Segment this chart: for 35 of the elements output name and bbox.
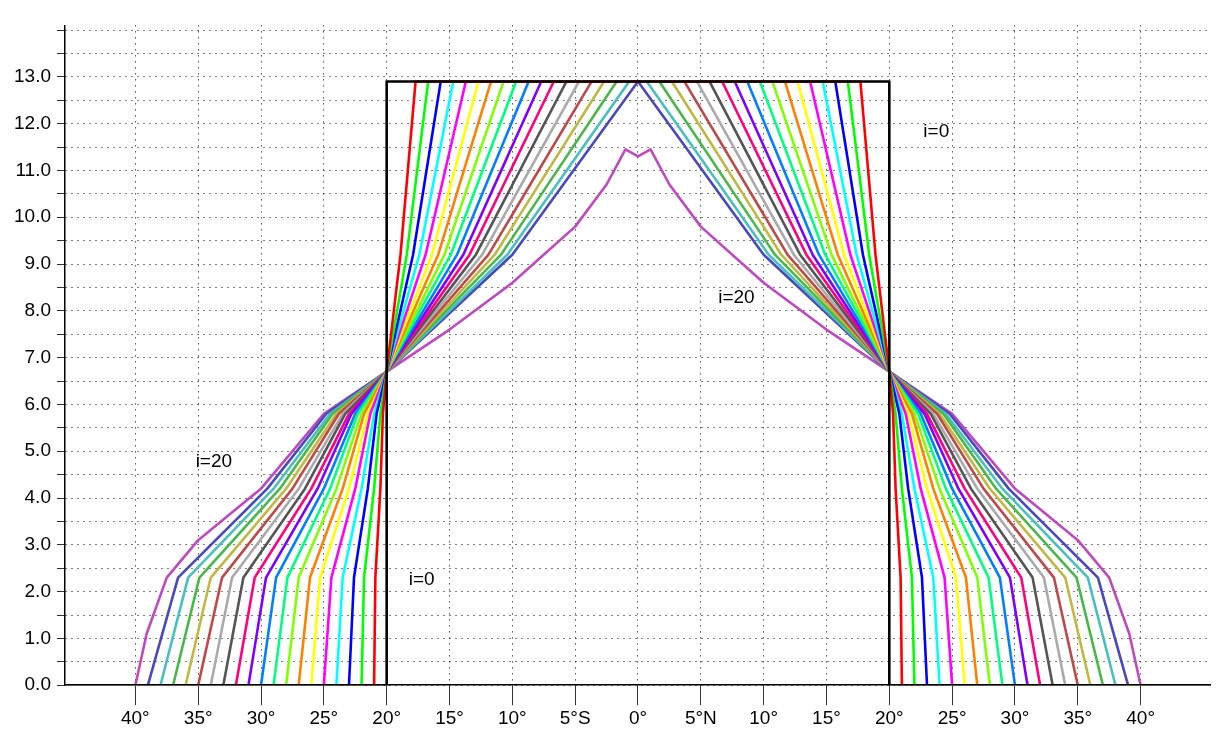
x-tick-label: 20° <box>874 706 904 728</box>
annotation: i=20 <box>718 286 755 308</box>
x-tick-label: 10° <box>497 706 527 728</box>
x-tick-label: 25° <box>937 706 967 728</box>
x-tick-label: 20° <box>372 706 402 728</box>
y-tick-label: 6.0 <box>24 392 51 414</box>
y-tick-label: 3.0 <box>24 533 51 555</box>
x-tick-label: 15° <box>812 706 841 728</box>
y-tick-label: 1.0 <box>24 626 51 648</box>
x-tick-label: 30° <box>246 706 276 728</box>
y-tick-label: 13.0 <box>14 65 51 87</box>
x-tick-label: 40° <box>1126 706 1155 728</box>
y-tick-label: 9.0 <box>24 252 51 274</box>
annotation: i=0 <box>923 119 950 141</box>
y-tick-label: 2.0 <box>24 579 51 601</box>
x-tick-label: 5°S <box>559 706 591 728</box>
y-tick-label: 0.0 <box>24 673 51 695</box>
x-tick-label: 5°N <box>684 706 717 728</box>
x-tick-label: 0° <box>628 706 648 728</box>
y-tick-label: 12.0 <box>14 111 51 133</box>
x-tick-label: 35° <box>1063 706 1093 728</box>
x-tick-label: 40° <box>120 706 150 728</box>
y-tick-label: 10.0 <box>14 205 51 227</box>
x-tick-label: 30° <box>1000 706 1030 728</box>
x-tick-label: 35° <box>183 706 213 728</box>
x-tick-label: 10° <box>749 706 779 728</box>
y-tick-label: 4.0 <box>24 486 51 508</box>
y-tick-label: 7.0 <box>24 345 51 367</box>
x-tick-label: 15° <box>435 706 464 728</box>
x-tick-label: 25° <box>309 706 339 728</box>
y-tick-label: 11.0 <box>15 158 51 180</box>
annotation: i=0 <box>408 567 435 589</box>
annotation: i=20 <box>195 449 233 471</box>
y-tick-label: 5.0 <box>24 439 51 461</box>
y-tick-label: 8.0 <box>24 299 51 321</box>
